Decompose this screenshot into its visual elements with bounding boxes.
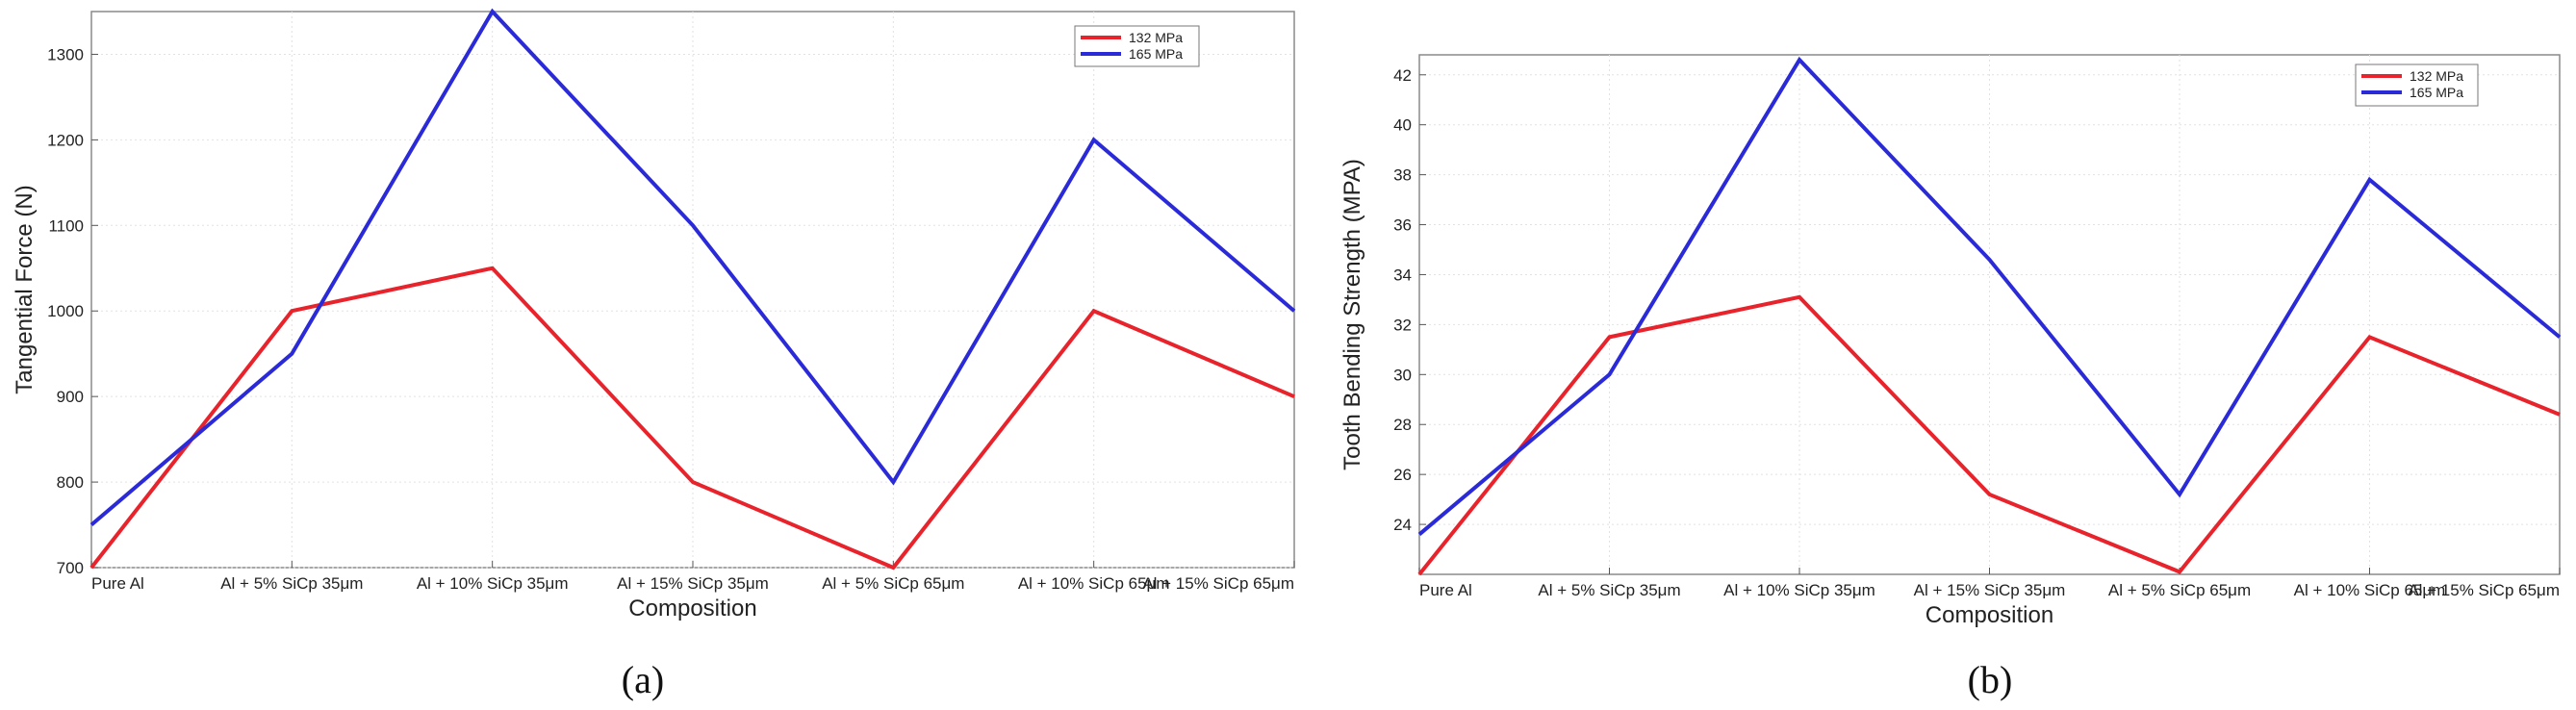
y-tick-label: 1200	[47, 131, 84, 149]
legend-entry: 132 MPa	[2410, 68, 2463, 84]
y-tick-label: 900	[57, 388, 84, 406]
chart-panel-a: 700 800 900 1000 1100 1200 1300 Pure Al Al + 5% …	[12, 8, 1296, 701]
y-tick-label: 40	[1393, 116, 1412, 135]
panel-caption: (a)	[622, 658, 664, 701]
x-tick-label: Al + 5% SiCp 35μm	[1538, 581, 1680, 599]
x-tick-label: Al + 5% SiCp 65μm	[822, 574, 964, 593]
legend-entry: 132 MPa	[1129, 30, 1183, 45]
y-tick-label: 38	[1393, 166, 1412, 185]
x-axis-label: Composition	[1926, 602, 2053, 628]
x-tick-label: Pure Al	[91, 574, 144, 593]
y-axis-label: Tangential Force (N)	[12, 185, 38, 393]
legend-entry: 165 MPa	[2410, 85, 2463, 100]
y-tick-label: 1100	[48, 216, 84, 235]
y-tick-label: 1000	[47, 302, 84, 320]
y-axis-label: Tooth Bending Strength (MPA)	[1339, 159, 1365, 470]
panel-caption: (b)	[1968, 658, 2013, 701]
y-tick-label: 42	[1393, 66, 1412, 85]
y-tick-label: 28	[1393, 416, 1412, 434]
legend-box	[1074, 25, 1200, 67]
x-tick-label: Al + 10% SiCp 35μm	[1723, 581, 1875, 599]
x-tick-label: Al + 15% SiCp 35μm	[617, 574, 769, 593]
y-tick-label: 36	[1393, 216, 1412, 235]
y-tick-label: 800	[57, 473, 84, 492]
y-tick-label: 700	[57, 559, 84, 577]
x-tick-label: Al + 15% SiCp 65μm	[2408, 581, 2560, 599]
legend-entry: 165 MPa	[1129, 46, 1183, 62]
y-tick-label: 34	[1393, 266, 1412, 284]
chart-panel-b: 24 26 28 30 32 34 36 38 40 42 Pure Al Al + 5% SiCp …	[1339, 54, 2562, 701]
x-tick-label: Al + 5% SiCp 65μm	[2108, 581, 2251, 599]
x-tick-label: Al + 10% SiCp 35μm	[417, 574, 569, 593]
y-tick-label: 32	[1393, 316, 1412, 334]
x-tick-label: Al + 5% SiCp 35μm	[220, 574, 363, 593]
x-tick-label: Al + 10% SiCp 65μm	[1018, 574, 1170, 593]
x-tick-label: Al + 15% SiCp 35μm	[1914, 581, 2066, 599]
y-tick-label: 1300	[47, 45, 84, 63]
x-axis-label: Composition	[628, 596, 756, 621]
y-tick-label: 24	[1393, 516, 1412, 534]
y-tick-label: 30	[1393, 366, 1412, 384]
x-tick-label: Al + 10% SiCp 65μm	[2294, 581, 2446, 599]
y-tick-label: 26	[1393, 466, 1412, 484]
x-tick-label: Pure Al	[1419, 581, 1472, 599]
x-tick-label: Al + 15% SiCp 65μm	[1142, 574, 1294, 593]
legend-box	[2355, 63, 2479, 107]
